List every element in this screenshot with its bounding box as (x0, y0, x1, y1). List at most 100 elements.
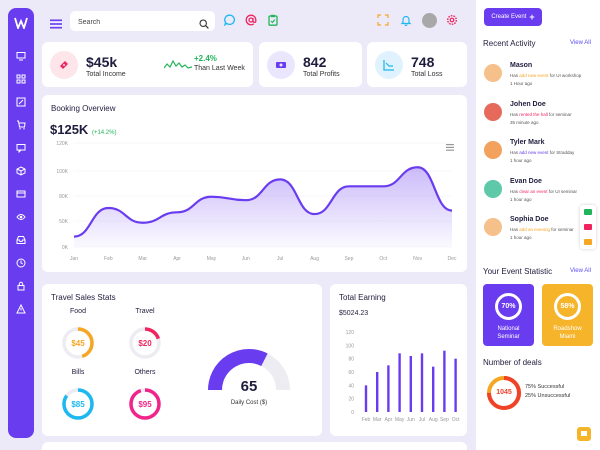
activity-desc-pre: Has (510, 188, 520, 194)
activity-action: add new event (519, 73, 549, 78)
gauge-label: Daily Cost ($) (230, 400, 268, 406)
earning-y-tick: 80 (348, 357, 354, 363)
travel-ring-progress (62, 327, 94, 359)
deals-ring (487, 376, 521, 410)
travel-item-label: Travel (135, 308, 155, 315)
topbar (42, 8, 467, 36)
travel-ring-value: $45 (71, 339, 85, 348)
eye-icon[interactable] (13, 209, 29, 225)
income-sparkline (164, 59, 192, 69)
activity-desc-post: for seminar (547, 111, 572, 117)
travel-ring: $45 (62, 327, 94, 359)
activity-action: rented the hall (519, 111, 548, 117)
cart-icon[interactable] (13, 117, 29, 133)
activity-time: 1 Hour ago (510, 81, 533, 86)
activity-desc-pre: Has (510, 111, 520, 117)
event-card-seminar[interactable]: 70% National Seminar (483, 284, 534, 346)
earning-bar (454, 358, 457, 412)
search-input[interactable] (78, 12, 188, 33)
chart-menu-icon[interactable] (446, 138, 454, 156)
activity-name: Sophia Doe (510, 216, 549, 223)
earning-x-tick: Oct (452, 417, 460, 423)
activity-description: Has add new event for Stradday (510, 150, 574, 155)
user-avatar[interactable] (422, 13, 437, 28)
inbox-icon[interactable] (13, 232, 29, 248)
event-view-all[interactable]: View All (570, 268, 591, 274)
ticket-icon (50, 51, 78, 79)
travel-ring-progress (129, 327, 161, 359)
tool-pink-icon[interactable] (584, 224, 592, 230)
booking-y-tick: 80K (59, 194, 69, 200)
card-icon[interactable] (13, 186, 29, 202)
activity-desc-pre: Has (510, 150, 520, 155)
earning-y-tick: 20 (348, 397, 354, 403)
deals-title: Number of deals (483, 358, 542, 367)
daily-cost-gauge (208, 349, 290, 391)
earning-title: Total Earning (339, 293, 386, 302)
grid-icon[interactable] (13, 71, 29, 87)
activity-item[interactable]: Johen Doe Has rented the hall for semina… (484, 101, 596, 131)
tool-yellow-icon[interactable] (584, 239, 592, 245)
activity-desc-post: for UI workshop (548, 73, 582, 78)
booking-x-tick: May (207, 256, 217, 262)
earning-x-tick: May (395, 417, 405, 423)
event-card-roadshow[interactable]: 58% Roadshow Miami (542, 284, 593, 346)
chart-icon (375, 51, 403, 79)
booking-x-tick: Oct (379, 256, 387, 262)
warning-icon[interactable] (13, 301, 29, 317)
earning-x-tick: Feb (362, 417, 371, 423)
bottom-card (42, 442, 467, 450)
clipboard-icon[interactable] (266, 13, 280, 27)
activity-view-all[interactable]: View All (570, 40, 591, 46)
app-logo[interactable] (12, 16, 30, 34)
search-icon[interactable] (199, 16, 209, 29)
booking-x-tick: Aug (310, 256, 319, 262)
travel-ring: $20 (129, 327, 161, 359)
booking-value-group: $125K (+14.2%) (50, 122, 116, 137)
at-sign-icon[interactable] (244, 13, 258, 27)
activity-avatar (484, 64, 502, 82)
lock-icon[interactable] (13, 278, 29, 294)
travel-item-label: Others (134, 369, 156, 376)
bell-icon[interactable] (399, 13, 413, 27)
earning-bar (420, 353, 424, 412)
box-icon[interactable] (13, 163, 29, 179)
booking-y-tick: 50K (59, 219, 69, 225)
activity-item[interactable]: Mason Has add new event for UI workshop … (484, 62, 596, 92)
chat-icon[interactable] (13, 140, 29, 156)
earning-bar (376, 372, 379, 412)
activity-item[interactable]: Sophia Doe Has add an evening for semina… (484, 216, 596, 246)
monitor-icon[interactable] (13, 48, 29, 64)
loss-value: 748 (411, 54, 435, 70)
clock-icon[interactable] (13, 255, 29, 271)
tool-green-icon[interactable] (584, 209, 592, 215)
booking-x-tick: Mar (138, 256, 147, 262)
earning-bar (398, 353, 401, 412)
message-icon[interactable] (223, 13, 237, 27)
edit-icon[interactable] (13, 94, 29, 110)
earning-bar (364, 385, 368, 412)
activity-description: Has add an evening for seminar (510, 227, 574, 232)
profits-label: Total Profits (303, 71, 340, 78)
booking-x-tick: Dec (448, 256, 457, 262)
travel-ring: $95 (129, 388, 161, 420)
activity-name: Mason (510, 62, 533, 69)
travel-ring: $85 (62, 388, 94, 420)
create-event-button[interactable]: Create Event + (484, 8, 542, 26)
settings-icon[interactable] (445, 13, 459, 27)
activity-avatar (484, 218, 502, 236)
fullscreen-icon[interactable] (376, 13, 390, 27)
plus-icon: + (529, 12, 535, 22)
activity-time: 1 hour ago (510, 158, 532, 163)
menu-icon[interactable] (50, 16, 62, 29)
income-trend-label: Than Last Week (194, 65, 245, 72)
activity-desc-post: for seminar (550, 227, 574, 232)
chat-support-icon[interactable] (577, 427, 591, 441)
booking-x-tick: Jan (70, 256, 78, 262)
activity-title: Recent Activity (483, 39, 536, 48)
activity-item[interactable]: Tyler Mark Has add new event for Stradda… (484, 139, 596, 169)
activity-item[interactable]: Evan Doe Has clear an event for UI semin… (484, 178, 596, 208)
activity-desc-pre: Has (510, 73, 520, 78)
activity-name: Tyler Mark (510, 139, 545, 146)
travel-ring-progress (129, 388, 161, 420)
